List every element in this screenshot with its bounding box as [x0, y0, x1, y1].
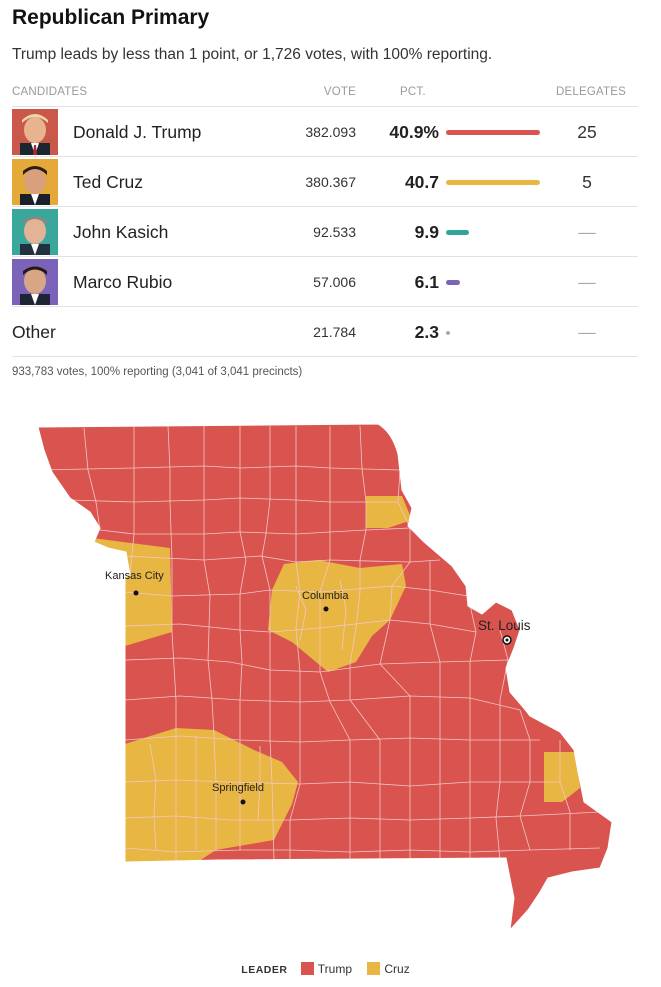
column-header-candidates: CANDIDATES [12, 86, 88, 98]
missouri-outline [37, 423, 613, 932]
candidate-row-kasich: John Kasich 92.533 9.9 — [12, 207, 638, 257]
legend-item-trump: Trump [317, 962, 353, 976]
candidate-name: John Kasich [73, 222, 169, 242]
city-label: Springfield [212, 782, 264, 794]
county-results-map: Kansas City Columbia St. Louis Springfie… [37, 423, 613, 932]
vote-percent: 6.1 [414, 272, 439, 292]
candidate-row-cruz: Ted Cruz 380.367 40.7 5 [12, 157, 638, 207]
candidate-name: Marco Rubio [73, 272, 173, 292]
candidate-name: Ted Cruz [73, 172, 144, 192]
city-marker [240, 799, 246, 805]
candidate-row-trump: Donald J. Trump 382.093 40.9% 25 [12, 107, 638, 157]
delegate-count: 5 [582, 172, 592, 192]
northeast-region [366, 496, 412, 528]
vote-count: 382.093 [305, 124, 356, 140]
vote-percent: 40.7 [404, 172, 439, 192]
map-legend: LEADER Trump Cruz [0, 962, 661, 976]
delegate-count: — [578, 322, 596, 342]
candidate-name: Other [12, 322, 56, 342]
percent-bar [446, 331, 450, 335]
column-header-pct: PCT. [400, 86, 426, 98]
trump-photo [12, 109, 58, 155]
legend-swatch-trump [300, 962, 314, 975]
county-borders [39, 425, 601, 876]
column-header-delegates: DELEGATES [556, 86, 626, 98]
kasich-photo [12, 209, 58, 255]
percent-bar [446, 180, 540, 185]
table-header: CANDIDATES VOTE PCT. DELEGATES [12, 80, 638, 107]
legend-label: LEADER [241, 964, 288, 976]
vote-percent: 40.9% [389, 122, 439, 142]
vote-count: 57.006 [313, 274, 356, 290]
city-marker [323, 606, 329, 612]
results-table: CANDIDATES VOTE PCT. DELEGATES Donald J.… [12, 80, 638, 357]
rubio-photo [12, 259, 58, 305]
delegate-count: — [578, 272, 596, 292]
county-fill [38, 424, 612, 930]
candidate-name: Donald J. Trump [73, 122, 202, 142]
vote-percent: 2.3 [414, 322, 439, 342]
trump-region [38, 424, 612, 930]
legend-item-cruz: Cruz [384, 962, 410, 976]
vote-count: 92.533 [313, 224, 356, 240]
column-header-vote: VOTE [323, 86, 356, 98]
city-columbia: Columbia [302, 590, 349, 612]
percent-bar [446, 130, 540, 135]
city-marker-center [505, 638, 509, 642]
city-label: St. Louis [478, 618, 531, 633]
page-title: Republican Primary [12, 6, 210, 29]
delegate-count: — [578, 222, 596, 242]
vote-count: 380.367 [305, 174, 356, 190]
legend-swatch-cruz [367, 962, 381, 975]
delegate-count: 25 [577, 122, 597, 142]
candidate-row-other: Other 21.784 2.3 — [12, 307, 638, 357]
page-subtitle: Trump leads by less than 1 point, or 1,7… [12, 46, 493, 63]
city-kansas-city: Kansas City [105, 570, 164, 596]
city-springfield: Springfield [212, 782, 264, 805]
candidate-row-rubio: Marco Rubio 57.006 6.1 — [12, 257, 638, 307]
percent-bar [446, 280, 460, 285]
reporting-summary: 933,783 votes, 100% reporting (3,041 of … [12, 366, 303, 378]
city-st-louis: St. Louis [478, 618, 531, 645]
springfield-region [125, 728, 298, 876]
southeast-cruz-region [544, 752, 580, 802]
city-label: Columbia [302, 590, 349, 602]
city-marker [133, 590, 139, 596]
cruz-photo [12, 159, 58, 205]
city-label: Kansas City [105, 570, 164, 582]
vote-count: 21.784 [313, 324, 356, 340]
percent-bar [446, 230, 469, 235]
vote-percent: 9.9 [414, 222, 439, 242]
